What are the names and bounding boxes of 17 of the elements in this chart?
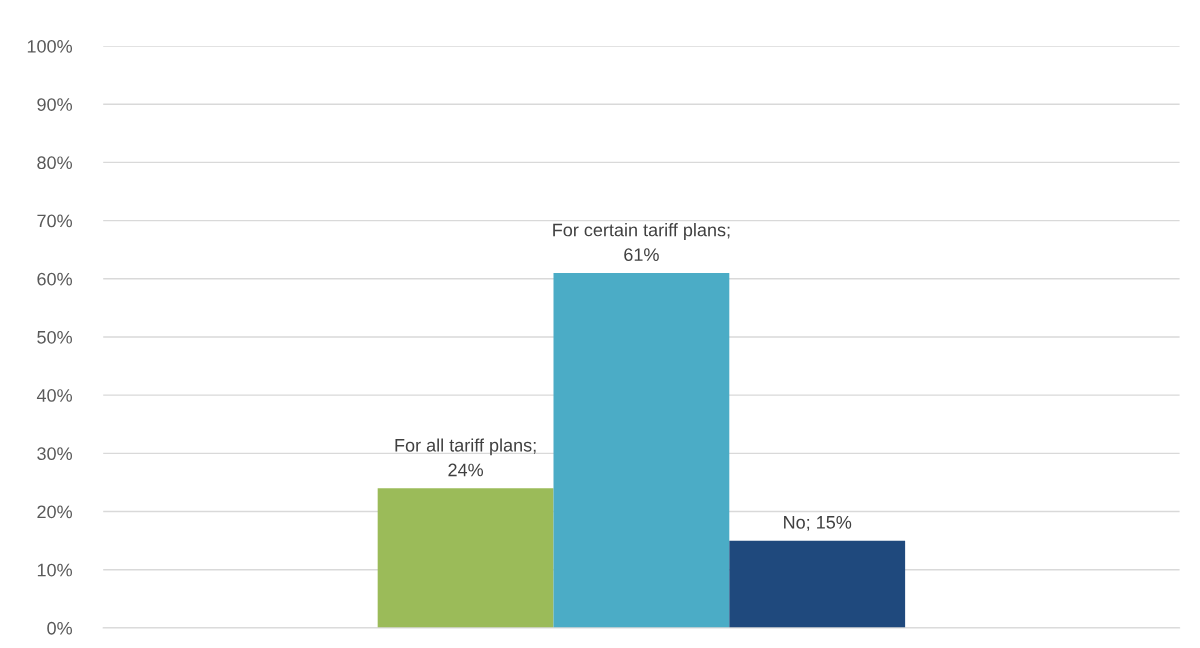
y-tick-label: 10% [37, 563, 72, 577]
data-label: For all tariff plans; 24% [395, 438, 536, 477]
y-tick-label: 100% [27, 39, 72, 53]
bar [377, 488, 554, 628]
y-tick-label: 20% [37, 505, 72, 519]
y-tick-label: 80% [37, 156, 72, 170]
y-tick-label: 50% [37, 330, 72, 344]
bar [553, 272, 730, 628]
y-tick-label: 40% [36, 389, 72, 402]
data-label: No; 15% [784, 516, 852, 531]
data-label: For certain tariff plans; 61% [553, 223, 730, 262]
y-tick-label: 70% [37, 214, 72, 228]
y-tick-label: 30% [37, 447, 72, 461]
bar [729, 540, 906, 628]
y-tick-label: 0% [47, 621, 72, 635]
y-tick-label: 60% [37, 272, 72, 286]
y-tick-label: 90% [37, 98, 72, 111]
